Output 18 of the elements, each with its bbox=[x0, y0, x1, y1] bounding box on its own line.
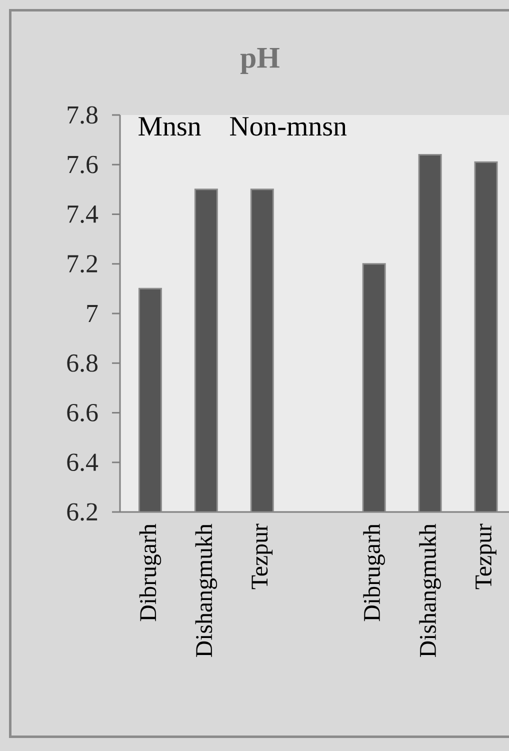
x-tick-label: Tezpur bbox=[252, 524, 273, 590]
y-tick-label: 6.8 bbox=[67, 354, 98, 372]
x-tick-label: Tezpur bbox=[476, 524, 496, 590]
y-tick-label: 7.2 bbox=[68, 255, 98, 273]
y-tick-label: 6.6 bbox=[67, 404, 98, 422]
chart-title: pH bbox=[240, 48, 280, 74]
annotation: Mnsn bbox=[138, 117, 201, 136]
y-tick-label: 7.8 bbox=[68, 106, 98, 124]
y-tick-label: 6.4 bbox=[67, 454, 98, 472]
x-tick-label: Dishangmukh bbox=[419, 524, 441, 657]
y-tick-label: 6.2 bbox=[67, 503, 98, 521]
x-tick-label: Dibrugarh bbox=[139, 524, 162, 622]
y-tick-label: 7.6 bbox=[68, 156, 98, 174]
y-tick-label: 7.4 bbox=[68, 206, 98, 223]
y-tick-label: 7 bbox=[87, 305, 98, 322]
x-tick-label: Dishangmukh bbox=[195, 524, 218, 657]
annotation: Non-mnsn bbox=[230, 117, 347, 136]
x-tick-label: Dibrugarh bbox=[363, 524, 385, 622]
